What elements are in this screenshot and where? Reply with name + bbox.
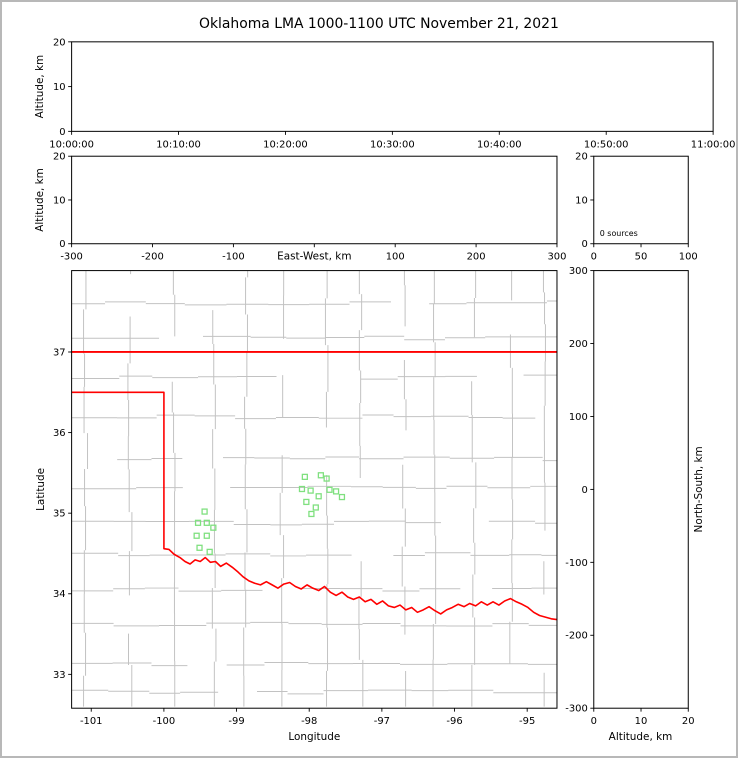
x-tick-label: 11:00:00: [691, 139, 736, 150]
lma-source-marker: [332, 488, 340, 495]
lma-source-marker: [307, 487, 314, 494]
panel-frame: [71, 155, 558, 245]
lma-source-marker: [298, 485, 306, 493]
lma-source-marker: [194, 519, 202, 526]
x-tick-label: 200: [467, 252, 486, 263]
y-tick-label: 20: [53, 152, 66, 163]
y-tick-label: 300: [569, 266, 588, 277]
nsheight-xlabel: Altitude, km: [609, 731, 673, 743]
lma-source-marker: [315, 493, 322, 500]
x-tick-label: 10:50:00: [584, 139, 629, 150]
x-tick-label: -97: [374, 716, 390, 727]
y-tick-label: 0: [581, 485, 587, 496]
x-tick-label: 300: [547, 252, 566, 263]
county-boundaries: [71, 270, 557, 707]
x-tick-label: -95: [519, 716, 535, 727]
panel-frame: [71, 270, 558, 709]
y-tick-label: 20: [53, 37, 66, 48]
lma-source-marker: [206, 548, 213, 555]
y-tick-label: 10: [575, 195, 588, 206]
y-tick-label: 36: [53, 428, 66, 439]
y-tick-label: -200: [565, 631, 588, 642]
panel-frame: [593, 270, 689, 709]
lma-source-marker: [196, 544, 203, 551]
y-tick-label: 20: [575, 152, 588, 163]
lma-source-marker: [338, 493, 346, 501]
x-tick-label: -98: [301, 716, 317, 727]
map-ylabel: Latitude: [35, 468, 47, 511]
x-tick-label: -100: [153, 716, 176, 727]
x-tick-label: -200: [141, 252, 164, 263]
x-tick-label: -96: [446, 716, 462, 727]
lma-source-marker: [193, 532, 200, 539]
y-tick-label: 33: [53, 670, 66, 681]
y-tick-label: -100: [565, 558, 588, 569]
x-tick-label: -300: [60, 252, 83, 263]
x-tick-label: 20: [682, 716, 695, 727]
x-tick-label: 100: [386, 252, 405, 263]
lma-source-marker: [203, 532, 210, 539]
map-xlabel: Longitude: [288, 731, 340, 743]
lma-source-marker: [303, 498, 310, 506]
nsheight-ylabel-right: North-South, km: [693, 446, 705, 532]
x-tick-label: -99: [228, 716, 244, 727]
y-tick-label: 34: [53, 589, 66, 600]
x-tick-label: 100: [679, 252, 698, 263]
y-tick-label: 0: [59, 239, 65, 250]
x-tick-label: 10:00:00: [49, 139, 94, 150]
lma-source-marker: [203, 519, 210, 526]
y-tick-label: 0: [581, 239, 587, 250]
y-tick-label: 100: [569, 412, 588, 423]
map-panel-content: [71, 270, 557, 707]
state-boundary-red-river: [71, 391, 557, 621]
timeheight-ylabel: Altitude, km: [34, 55, 46, 119]
lma-source-marker: [323, 475, 330, 482]
x-tick-label: 10:20:00: [263, 139, 308, 150]
lma-source-marker: [301, 473, 308, 480]
ewheight-xlabel: East-West, km: [277, 251, 351, 263]
y-tick-label: 0: [59, 127, 65, 138]
histogram-annotation: 0 sources: [600, 229, 638, 238]
y-tick-label: 35: [53, 509, 66, 520]
lma-source-marker: [210, 524, 217, 531]
figure-title: Oklahoma LMA 1000-1100 UTC November 21, …: [199, 16, 559, 32]
panel-frame: [71, 41, 714, 132]
lma-source-marker: [317, 472, 324, 479]
x-tick-label: 10:30:00: [370, 139, 415, 150]
x-tick-label: 10: [635, 716, 648, 727]
y-tick-label: 37: [53, 347, 66, 358]
y-tick-label: -300: [565, 704, 588, 715]
y-tick-label: 10: [53, 195, 66, 206]
x-tick-label: 0: [591, 252, 597, 263]
axes-layer: 10:00:00 10:10:00 10:20:00 10:30:00 10:40:00…: [49, 37, 735, 727]
lma-source-marker: [312, 504, 319, 511]
y-tick-label: 10: [53, 82, 66, 93]
lma-source-marker: [308, 510, 315, 518]
x-tick-label: 10:10:00: [156, 139, 201, 150]
y-tick-label: 200: [569, 339, 588, 350]
x-tick-label: 0: [591, 716, 597, 727]
x-tick-label: -100: [222, 252, 245, 263]
x-tick-label: 50: [635, 252, 648, 263]
x-tick-label: 10:40:00: [477, 139, 522, 150]
ewheight-ylabel: Altitude, km: [34, 168, 46, 232]
lma-source-marker: [201, 508, 208, 515]
lma-source-marker: [326, 486, 333, 493]
x-tick-label: -101: [80, 716, 103, 727]
